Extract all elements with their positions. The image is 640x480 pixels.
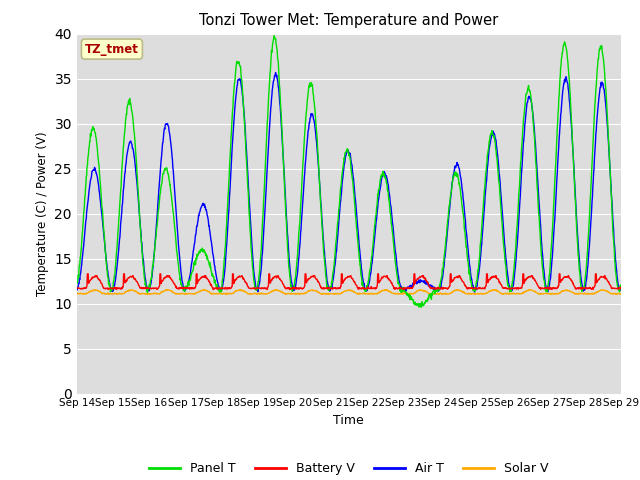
- X-axis label: Time: Time: [333, 414, 364, 427]
- Y-axis label: Temperature (C) / Power (V): Temperature (C) / Power (V): [36, 132, 49, 296]
- Title: Tonzi Tower Met: Temperature and Power: Tonzi Tower Met: Temperature and Power: [199, 13, 499, 28]
- Legend: Panel T, Battery V, Air T, Solar V: Panel T, Battery V, Air T, Solar V: [144, 457, 554, 480]
- Text: TZ_tmet: TZ_tmet: [85, 43, 139, 56]
